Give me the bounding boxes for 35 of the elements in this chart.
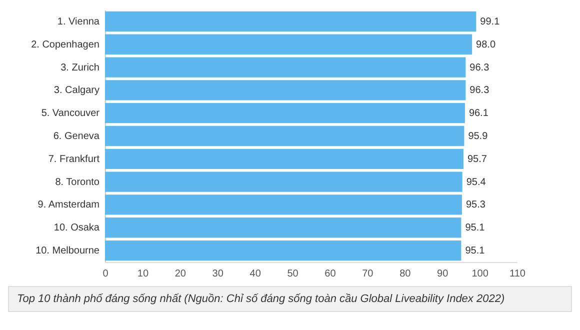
data-label: 96.3 xyxy=(470,85,490,96)
x-tick-label: 50 xyxy=(287,268,299,280)
data-label: 95.7 xyxy=(467,154,488,165)
y-tick-label: 10. Osaka xyxy=(54,222,100,234)
y-tick-label: 5. Vancouver xyxy=(41,108,100,120)
y-tick-label: 1. Vienna xyxy=(57,16,100,28)
data-label: 96.3 xyxy=(470,62,490,74)
y-tick-label: 7. Frankfurt xyxy=(48,154,100,165)
x-tick-label: 30 xyxy=(212,268,224,280)
x-tick-label: 40 xyxy=(250,268,262,280)
x-tick-label: 10 xyxy=(137,268,149,280)
x-tick-label: 0 xyxy=(102,268,109,280)
y-tick-label: 3. Zurich xyxy=(60,62,100,74)
x-tick-label: 60 xyxy=(324,268,336,280)
data-label: 99.1 xyxy=(480,16,500,28)
text: Top 10 thành phố đáng sống nhất (Nguồn: Chỉ số đáng sống toàn cầu Global Liveability Index 2022) xyxy=(8,286,572,312)
y-tick-label: 8. Toronto xyxy=(55,176,100,188)
x-tick-label: 70 xyxy=(362,268,374,280)
data-label: 95.3 xyxy=(466,200,486,211)
data-label: 95.1 xyxy=(465,222,486,234)
data-label: 95.9 xyxy=(468,131,488,142)
y-tick-label: 2. Copenhagen xyxy=(31,39,100,50)
data-label: 98.0 xyxy=(476,39,496,50)
data-label: 96.1 xyxy=(468,108,489,120)
x-tick-label: 90 xyxy=(437,268,449,280)
y-tick-label: 10. Melbourne xyxy=(36,246,100,257)
y-tick-label: 9. Amsterdam xyxy=(38,200,100,211)
y-tick-label: 6. Geneva xyxy=(53,131,100,142)
x-tick-label: 20 xyxy=(174,268,186,280)
x-tick-label: 100 xyxy=(472,268,489,280)
y-tick-label: 3. Calgary xyxy=(54,85,100,96)
x-tick-label: 80 xyxy=(400,268,412,280)
data-label: 95.1 xyxy=(465,246,486,257)
x-tick-label: 110 xyxy=(510,268,526,280)
data-label: 95.4 xyxy=(466,176,486,188)
